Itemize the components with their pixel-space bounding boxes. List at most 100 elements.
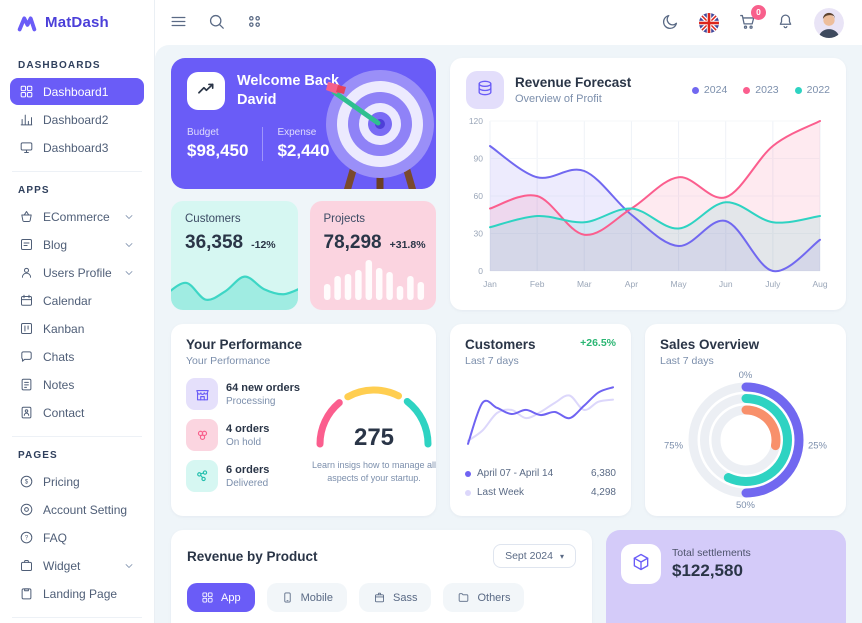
- sidebar-divider: [12, 171, 142, 172]
- sidebar-item-blog[interactable]: Blog: [10, 231, 144, 258]
- kanban-icon: [19, 321, 34, 336]
- grid-icon: [201, 591, 214, 604]
- bell-icon[interactable]: [776, 12, 795, 34]
- note-icon: [19, 377, 34, 392]
- blog-icon: [19, 237, 34, 252]
- sidebar-item-label: Landing Page: [43, 586, 118, 601]
- brand-logo[interactable]: MatDash: [0, 0, 154, 45]
- sidebar-item-label: Dashboard2: [43, 112, 109, 127]
- tab-mobile[interactable]: Mobile: [266, 583, 347, 612]
- trending-up-icon: [187, 72, 225, 110]
- sidebar-item-faq[interactable]: ? FAQ: [10, 524, 144, 551]
- sidebar-item-widget[interactable]: Widget: [10, 552, 144, 579]
- period-value: Sept 2024: [505, 550, 553, 562]
- landing-icon: [19, 586, 34, 601]
- svg-text:Aug: Aug: [812, 279, 827, 289]
- sidebar-item-landing-page[interactable]: Landing Page: [10, 580, 144, 607]
- chart-legend: April 07 - April 14 6,380 Last Week 4,298: [465, 464, 616, 502]
- sidebar-nav: DASHBOARDS Dashboard1 Dashboard2 Dashboard3…: [0, 45, 154, 623]
- caret-down-icon: ▾: [559, 551, 564, 561]
- tab-label: Mobile: [300, 591, 333, 604]
- search-icon[interactable]: [207, 12, 226, 34]
- performance-items: 64 new orders Processing 4 orders On hold 6 …: [186, 378, 304, 492]
- users-icon: [186, 419, 218, 451]
- avatar[interactable]: [814, 7, 844, 38]
- sidebar-item-label: Dashboard3: [43, 140, 109, 155]
- welcome-title: Welcome Back David: [237, 73, 340, 108]
- svg-text:May: May: [671, 279, 688, 289]
- card-title: Customers: [465, 337, 536, 352]
- svg-text:60: 60: [474, 191, 484, 201]
- tab-app[interactable]: App: [187, 583, 255, 612]
- radial-label-75: 75%: [664, 440, 684, 452]
- customers-line-chart: [467, 386, 614, 445]
- package-icon: [621, 544, 661, 584]
- item-value: 4 orders: [226, 422, 270, 435]
- card-title: Sales Overview: [660, 337, 760, 352]
- sidebar-item-contact[interactable]: Contact: [10, 399, 144, 426]
- sidebar-item-kanban[interactable]: Kanban: [10, 315, 144, 342]
- svg-text:?: ?: [25, 535, 29, 542]
- sidebar: MatDash DASHBOARDS Dashboard1 Dashboard2 Da…: [0, 0, 155, 623]
- sidebar-item-chats[interactable]: Chats: [10, 343, 144, 370]
- item-value: 6 orders: [226, 463, 270, 476]
- gauge-note: Learn insigs how to manage all aspects o…: [311, 460, 437, 484]
- legend-item-2024[interactable]: 2024: [691, 84, 727, 96]
- svg-text:0: 0: [478, 266, 483, 276]
- card-subtitle: Your Performance: [186, 355, 271, 367]
- sidebar-item-pricing[interactable]: $ Pricing: [10, 468, 144, 495]
- legend-label: Last Week: [477, 487, 525, 498]
- user-icon: [19, 265, 34, 280]
- revenue-forecast-card: Revenue Forecast Overview of Profit 2024…: [450, 58, 846, 310]
- cart-icon[interactable]: 0: [738, 4, 766, 34]
- flag-uk-icon[interactable]: [699, 12, 719, 33]
- sidebar-item-label: Blog: [43, 237, 68, 252]
- legend-value: 4,298: [590, 487, 616, 498]
- tab-others[interactable]: Others: [443, 583, 525, 612]
- performance-item-processing: 64 new orders Processing: [186, 378, 304, 410]
- contact-icon: [19, 405, 34, 420]
- tab-label: Others: [477, 591, 511, 604]
- sidebar-item-label: FAQ: [43, 530, 68, 545]
- tab-sass[interactable]: Sass: [358, 583, 432, 612]
- sidebar-item-users-profile[interactable]: Users Profile: [10, 259, 144, 286]
- period-select[interactable]: Sept 2024 ▾: [493, 544, 576, 568]
- apps-icon[interactable]: [245, 12, 264, 34]
- moon-icon[interactable]: [661, 12, 680, 34]
- sidebar-item-label: Kanban: [43, 321, 85, 336]
- stat-delta: +31.8%: [389, 239, 426, 251]
- sidebar-item-dashboard3[interactable]: Dashboard3: [10, 134, 144, 161]
- legend-dot: [691, 86, 699, 94]
- layers-icon: [466, 71, 504, 109]
- sidebar-item-dashboard2[interactable]: Dashboard2: [10, 106, 144, 133]
- tab-label: App: [221, 591, 241, 604]
- sidebar-item-account-setting[interactable]: Account Setting: [10, 496, 144, 523]
- main-content: Welcome Back David Budget $98,450 E: [155, 45, 862, 623]
- chart-icon: [19, 112, 34, 127]
- sidebar-item-calendar[interactable]: Calendar: [10, 287, 144, 314]
- legend-dot: [794, 86, 802, 94]
- svg-text:Jan: Jan: [483, 279, 497, 289]
- brand-mark-icon: [17, 15, 37, 31]
- sidebar-item-notes[interactable]: Notes: [10, 371, 144, 398]
- radial-label-50: 50%: [735, 500, 756, 511]
- chart-legend: 2024 2023 2022: [691, 84, 830, 96]
- revenue-by-product-card: Revenue by Product Sept 2024 ▾ App Mobile…: [171, 530, 592, 623]
- legend-value: 6,380: [590, 468, 616, 479]
- svg-text:90: 90: [474, 154, 484, 164]
- sidebar-item-ecommerce[interactable]: ECommerce: [10, 203, 144, 230]
- stat-title: Customers: [185, 213, 241, 225]
- sales-overview-card: Sales Overview Last 7 days 0% 25% 50% 75…: [645, 324, 846, 516]
- legend-label: 2022: [806, 84, 830, 96]
- legend-item-2023[interactable]: 2023: [743, 84, 779, 96]
- sidebar-item-dashboard1[interactable]: Dashboard1: [10, 78, 144, 105]
- gauge-value: 275: [353, 424, 395, 451]
- legend-item-2022[interactable]: 2022: [794, 84, 830, 96]
- settings-icon: [19, 502, 34, 517]
- calendar-icon: [19, 293, 34, 308]
- revenue-forecast-chart: 0 30 60 90 120 Jan Feb Mar Apr May Jun July Aug: [469, 116, 828, 289]
- menu-icon[interactable]: [169, 12, 188, 34]
- expense-stat: Expense $2,440: [277, 127, 330, 160]
- sidebar-section-pages: PAGES: [18, 450, 58, 461]
- folder-icon: [457, 591, 470, 604]
